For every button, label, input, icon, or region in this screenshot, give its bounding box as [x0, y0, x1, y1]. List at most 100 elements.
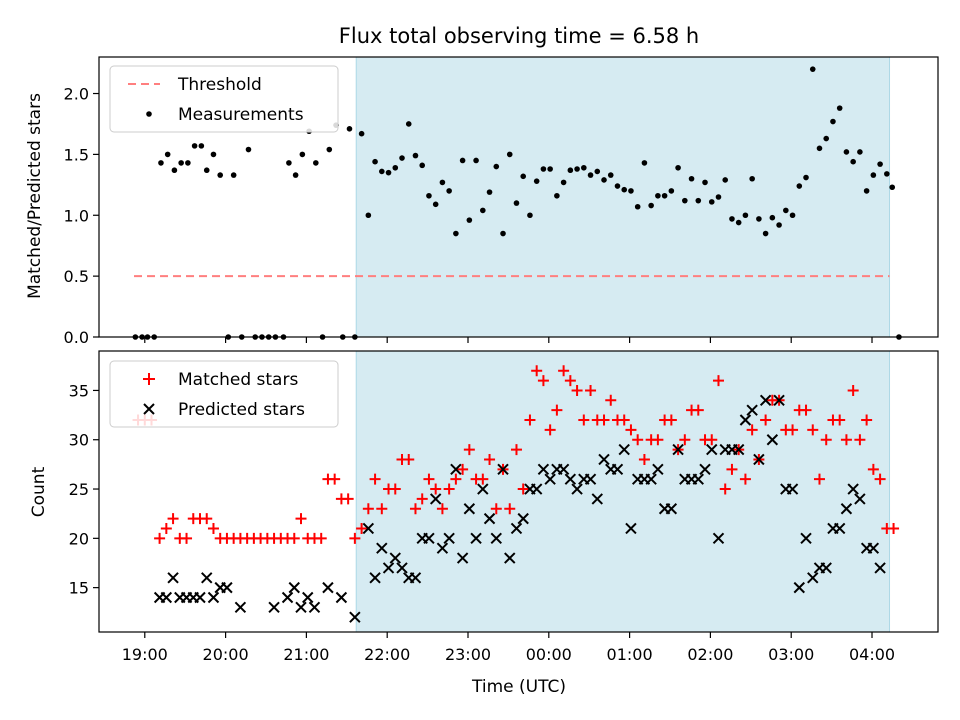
matched-star-point	[207, 522, 219, 534]
xtick-label: 21:00	[283, 645, 329, 664]
top-legend-label: Threshold	[177, 75, 262, 95]
predicted-star-point	[463, 503, 476, 515]
predicted-star-point	[854, 493, 866, 505]
matched-star-point	[389, 483, 401, 495]
bottom-y-axis-label: Count	[29, 466, 49, 517]
bottom-y-ticks: 15 20 25 30 35	[69, 381, 99, 598]
measurement-point	[245, 146, 252, 153]
measurement-point	[863, 188, 870, 194]
predicted-star-point	[564, 473, 577, 485]
predicted-star-point	[322, 581, 334, 594]
measurement-point	[466, 217, 473, 223]
measurement-point	[857, 149, 863, 155]
xtick-label: 19:00	[122, 645, 168, 664]
measurement-point	[661, 192, 668, 199]
measurement-point	[695, 197, 702, 204]
predicted-star-point	[443, 532, 455, 545]
matched-star-point	[867, 463, 879, 475]
bottom-axes-frame	[98, 350, 939, 633]
predicted-star-point	[396, 562, 408, 574]
legend-predicted-swatch	[143, 403, 155, 415]
top-ytick-label: 0.5	[64, 267, 89, 286]
matched-star-point	[585, 384, 597, 396]
predicted-star-point	[221, 581, 233, 594]
measurement-point	[513, 200, 520, 206]
predicted-star-point	[470, 532, 482, 545]
measurement-point	[230, 172, 237, 178]
matched-star-point	[329, 473, 341, 485]
measurement-point	[554, 192, 560, 199]
predicted-star-point	[712, 532, 725, 545]
matched-star-point	[861, 414, 873, 426]
predicted-star-point	[840, 503, 853, 515]
xtick-label: 00:00	[526, 645, 572, 664]
predicted-star-point	[376, 542, 388, 554]
xtick-label: 02:00	[687, 645, 733, 664]
measurement-point	[702, 179, 708, 186]
predicted-star-point	[268, 601, 280, 614]
predicted-star-point	[652, 463, 664, 476]
xtick-label: 01:00	[607, 645, 653, 664]
measurement-point	[870, 172, 877, 178]
predicted-stars-points	[153, 394, 886, 623]
measurement-point	[628, 188, 634, 194]
measurement-point	[850, 158, 856, 165]
predicted-star-point	[746, 404, 758, 416]
measurement-point	[185, 160, 191, 166]
bottom-legend-label: Matched stars	[178, 370, 298, 390]
measurement-point	[823, 135, 830, 142]
xtick-label: 20:00	[203, 645, 249, 664]
measurement-point	[326, 146, 333, 153]
measurement-point	[473, 157, 479, 164]
measurement-point	[783, 207, 789, 214]
matched-star-point	[362, 503, 374, 515]
matched-star-point	[537, 375, 549, 387]
matched-star-point	[342, 493, 354, 505]
bottom-legend-label: Predicted stars	[178, 400, 305, 420]
matched-star-point	[288, 532, 300, 544]
xtick-label: 04:00	[849, 645, 895, 664]
predicted-star-point	[234, 601, 247, 614]
measurement-point	[358, 130, 365, 137]
predicted-star-point	[477, 483, 489, 495]
matched-star-point	[154, 532, 166, 544]
matched-star-point	[598, 414, 610, 426]
matched-star-point	[787, 424, 799, 436]
top-x-ticks	[144, 337, 873, 343]
predicted-star-point	[611, 463, 624, 476]
measurement-point	[621, 186, 628, 193]
matched-star-point	[888, 522, 900, 534]
measurement-point	[486, 189, 493, 195]
measurement-point	[877, 161, 883, 167]
matched-star-point	[484, 453, 496, 465]
predicted-star-point	[699, 463, 711, 476]
measurement-point	[836, 105, 843, 111]
predicted-star-point	[389, 552, 401, 564]
predicted-star-point	[456, 552, 469, 564]
xtick-label: 22:00	[364, 645, 410, 664]
predicted-star-point	[362, 522, 375, 535]
predicted-star-point	[591, 493, 603, 505]
predicted-star-point	[517, 512, 529, 525]
predicted-star-point	[645, 473, 657, 485]
matched-star-point	[524, 414, 536, 426]
matched-star-point	[436, 503, 448, 515]
top-ytick-label: 1.5	[64, 145, 89, 164]
predicted-star-point	[800, 532, 812, 545]
legend-measurement-swatch	[146, 111, 152, 117]
top-ytick-label: 2.0	[64, 85, 89, 104]
predicted-star-point	[429, 493, 442, 505]
matched-star-point	[416, 493, 428, 505]
predicted-star-point	[759, 394, 772, 407]
predicted-star-point	[739, 414, 752, 426]
matched-star-point	[625, 424, 637, 436]
bottom-ytick-label: 30	[69, 431, 89, 450]
measurement-point	[217, 172, 224, 178]
matched-star-point	[295, 513, 307, 525]
measurement-point	[668, 188, 675, 194]
predicted-star-point	[753, 453, 765, 466]
matched-star-point	[477, 473, 489, 485]
matched-star-point	[356, 522, 368, 534]
x-axis-label: Time (UTC)	[471, 677, 566, 697]
